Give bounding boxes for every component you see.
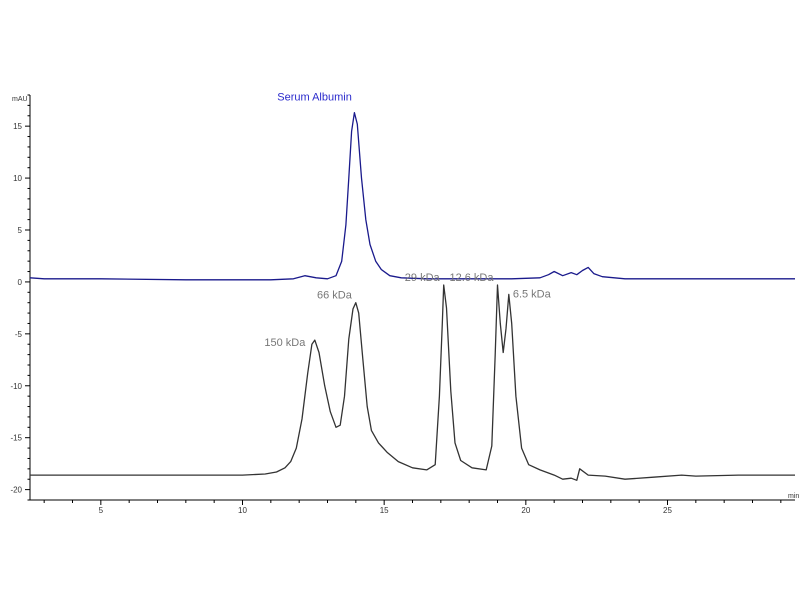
annotation-layer: Serum Albumin 150 kDa 66 kDa 29 kDa 12.6 kDa… — [264, 92, 551, 349]
y-tick-label: -20 — [10, 486, 22, 495]
series-line-1 — [30, 284, 795, 481]
x-unit-label: min — [788, 493, 799, 500]
peak-label: 150 kDa — [264, 337, 306, 349]
peak-label: Serum Albumin — [277, 92, 352, 104]
y-unit-label: mAU — [12, 96, 28, 103]
peak-label: 12.6 kDa — [449, 272, 494, 284]
plot-frame — [29, 95, 795, 501]
y-tick-label: 15 — [13, 122, 22, 131]
y-tick-label: 10 — [13, 174, 22, 183]
y-tick-label: 0 — [18, 278, 23, 287]
peak-label: 29 kDa — [405, 272, 441, 284]
y-tick-group: 15 10 5 0 -5 -10 -15 -20 — [10, 94, 30, 501]
series-layer — [29, 112, 795, 481]
x-tick-label: 25 — [663, 506, 672, 515]
x-tick-label: 15 — [380, 506, 389, 515]
x-tick-label: 10 — [238, 506, 247, 515]
y-tick-label: -15 — [10, 434, 22, 443]
x-tick-group: 5 10 15 20 25 — [43, 500, 782, 515]
y-tick-label: -5 — [15, 330, 23, 339]
x-tick-label: 5 — [99, 506, 104, 515]
y-tick-label: 5 — [18, 226, 23, 235]
series-line-0 — [29, 112, 795, 281]
x-tick-label: 20 — [521, 506, 530, 515]
peak-label: 6.5 kDa — [513, 288, 552, 300]
peak-label: 66 kDa — [317, 290, 353, 302]
y-tick-label: -10 — [10, 382, 22, 391]
